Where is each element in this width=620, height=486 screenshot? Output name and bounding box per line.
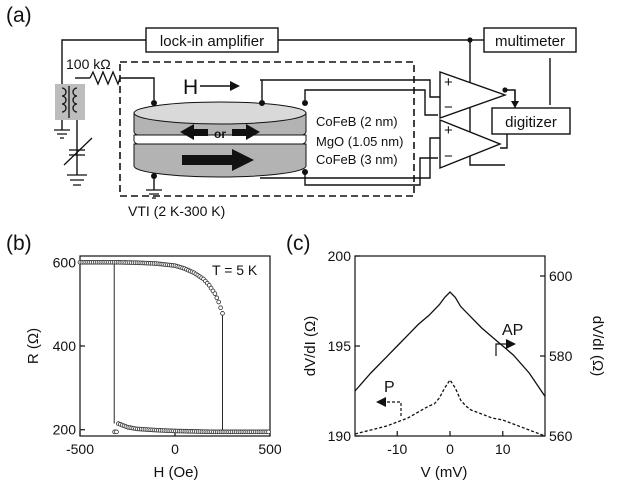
capacitor-variable — [63, 137, 93, 166]
chart-b-point — [114, 429, 119, 435]
bottom-layer-arrow — [182, 149, 254, 171]
chart-b-ytick-label: 200 — [53, 422, 77, 438]
multimeter-label: multimeter — [495, 33, 565, 50]
chart-b-ytick-label: 400 — [53, 338, 77, 354]
chart-b-point — [220, 311, 225, 316]
vti-label: VTI (2 K-300 K) — [128, 203, 225, 219]
field-label: H — [183, 76, 198, 99]
lockin-label: lock-in amplifier — [160, 33, 264, 50]
chart-b-xlabel: H (Oe) — [154, 464, 199, 481]
chart-b-point — [266, 429, 271, 435]
chart-b-point — [216, 299, 222, 305]
chart-c-ytick-right-label: 600 — [549, 268, 573, 284]
panel-label-b: (b) — [6, 232, 32, 255]
chart-c-ytick-right-label: 560 — [549, 428, 573, 444]
panel-label-a: (a) — [6, 4, 32, 27]
field-arrow — [200, 81, 240, 91]
amp2-minus: − — [444, 148, 453, 165]
junction-dot — [467, 37, 473, 43]
chart-c-ytick-left-label: 195 — [328, 338, 352, 354]
chart-b-ylabel: R (Ω) — [25, 328, 42, 364]
contact-dot — [302, 169, 308, 175]
chart-c-frame — [354, 255, 546, 437]
resistor-label: 100 kΩ — [66, 56, 111, 72]
chart-b-point — [218, 305, 223, 310]
digitizer-label: digitizer — [505, 114, 557, 131]
chart-b: -500 0 500 200 400 600 T = 5 K H (Oe) R (Ω) — [25, 254, 282, 481]
lockin-box — [145, 27, 279, 53]
resistor-zigzag — [89, 70, 121, 86]
chart-c: -10 0 10 190 195 200 560 580 600 V (mV) dV/dI (Ω… — [302, 248, 606, 481]
chart-c-ylabel-left: dV/dI (Ω) — [302, 316, 319, 376]
chart-b-point — [214, 295, 220, 301]
layer-mid-label: MgO (1.05 nm) — [316, 134, 403, 149]
contact-dot — [151, 100, 157, 106]
chart-c-xlabel: V (mV) — [421, 464, 468, 481]
vti-dashed-box — [119, 61, 415, 197]
chart-b-point — [212, 291, 218, 296]
amplifiers — [439, 71, 508, 170]
chart-c-ytick-left-label: 190 — [328, 428, 352, 444]
chart-b-xtick-label: 0 — [171, 441, 179, 457]
chart-c-series-ap — [354, 291, 546, 397]
legend-ap-label: AP — [502, 322, 523, 339]
or-label: or — [214, 127, 226, 141]
chart-b-xtick-label: -500 — [66, 441, 94, 457]
chart-b-frame — [79, 255, 271, 437]
chart-b-ytick-label: 600 — [53, 254, 77, 270]
layer-top-label: CoFeB (2 nm) — [316, 114, 398, 129]
amp1-plus: + — [444, 74, 453, 91]
contact-dot — [151, 173, 157, 179]
chart-c-xtick-label: 10 — [495, 441, 511, 457]
ground-symbols — [54, 129, 162, 199]
chart-c-ytick-right-label: 580 — [549, 348, 573, 364]
junction-dot — [502, 87, 508, 93]
legend-p-arrow — [376, 397, 402, 416]
layer-bot-label: CoFeB (3 nm) — [316, 152, 398, 167]
top-layer-bidirectional-arrow — [180, 124, 260, 140]
legend-ap-arrow — [495, 339, 516, 356]
multimeter-box — [483, 27, 577, 53]
digitizer-box — [491, 107, 571, 135]
chart-c-series-p — [354, 378, 546, 437]
chart-c-ytick-left-label: 200 — [328, 248, 352, 264]
chart-b-xtick-label: 500 — [258, 441, 282, 457]
contact-dot — [259, 100, 265, 106]
amp2-plus: + — [444, 122, 453, 139]
legend-p-label: P — [384, 379, 395, 396]
chart-c-xtick-label: -10 — [387, 441, 407, 457]
panel-label-c: (c) — [286, 232, 311, 255]
amp1-minus: − — [444, 99, 453, 116]
digitizer-arrow — [511, 90, 519, 108]
chart-c-ylabel-right: dV/dI (Ω) — [589, 316, 606, 376]
chart-b-annotation: T = 5 K — [212, 262, 258, 278]
contact-dot — [302, 100, 308, 106]
transformer — [55, 84, 85, 120]
chart-c-xtick-label: 0 — [446, 441, 454, 457]
